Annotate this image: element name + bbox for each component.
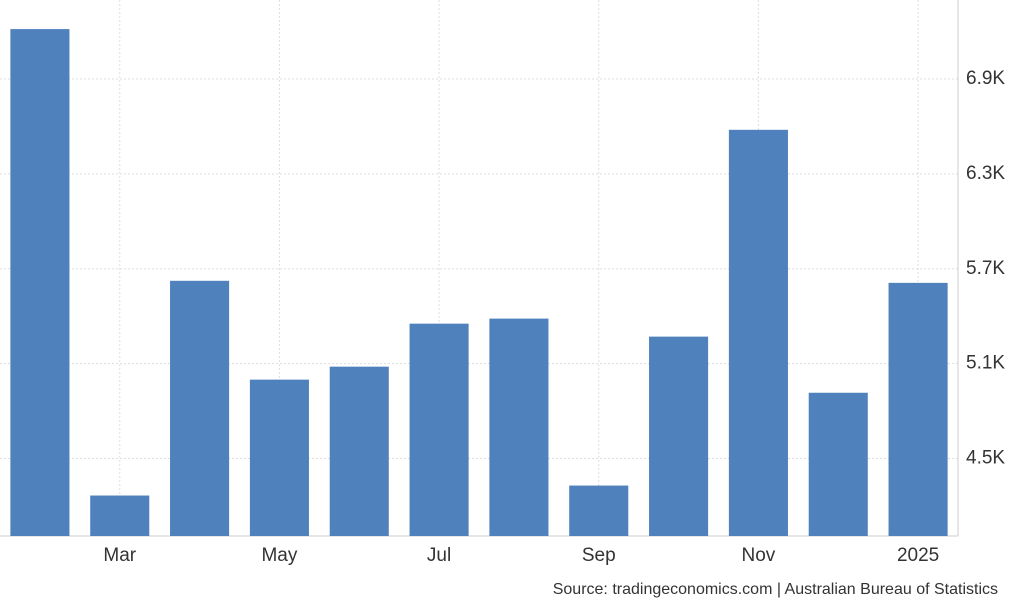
bar [728,129,788,536]
y-tick-label: 5.1K [966,353,1005,374]
bar [170,280,230,536]
y-tick-label: 6.9K [966,68,1005,89]
bar [10,29,70,537]
bar [249,379,309,536]
y-tick-label: 5.7K [966,258,1005,279]
bar [649,336,709,536]
x-tick-label: Jul [427,545,451,566]
x-tick-label: Sep [582,545,616,566]
y-tick-label: 4.5K [966,448,1005,469]
x-tick-label: Mar [103,545,136,566]
bar [409,323,469,536]
x-tick-label: 2025 [897,545,939,566]
bar [489,318,549,536]
x-tick-label: Nov [742,545,776,566]
bar [888,282,948,536]
bar [329,366,389,536]
source: Source: tradingeconomics.com | Australia… [553,581,998,598]
bar [569,485,629,536]
bar [808,392,868,536]
x-tick-label: May [261,545,297,566]
bar [90,495,150,536]
y-tick-label: 6.3K [966,163,1005,184]
